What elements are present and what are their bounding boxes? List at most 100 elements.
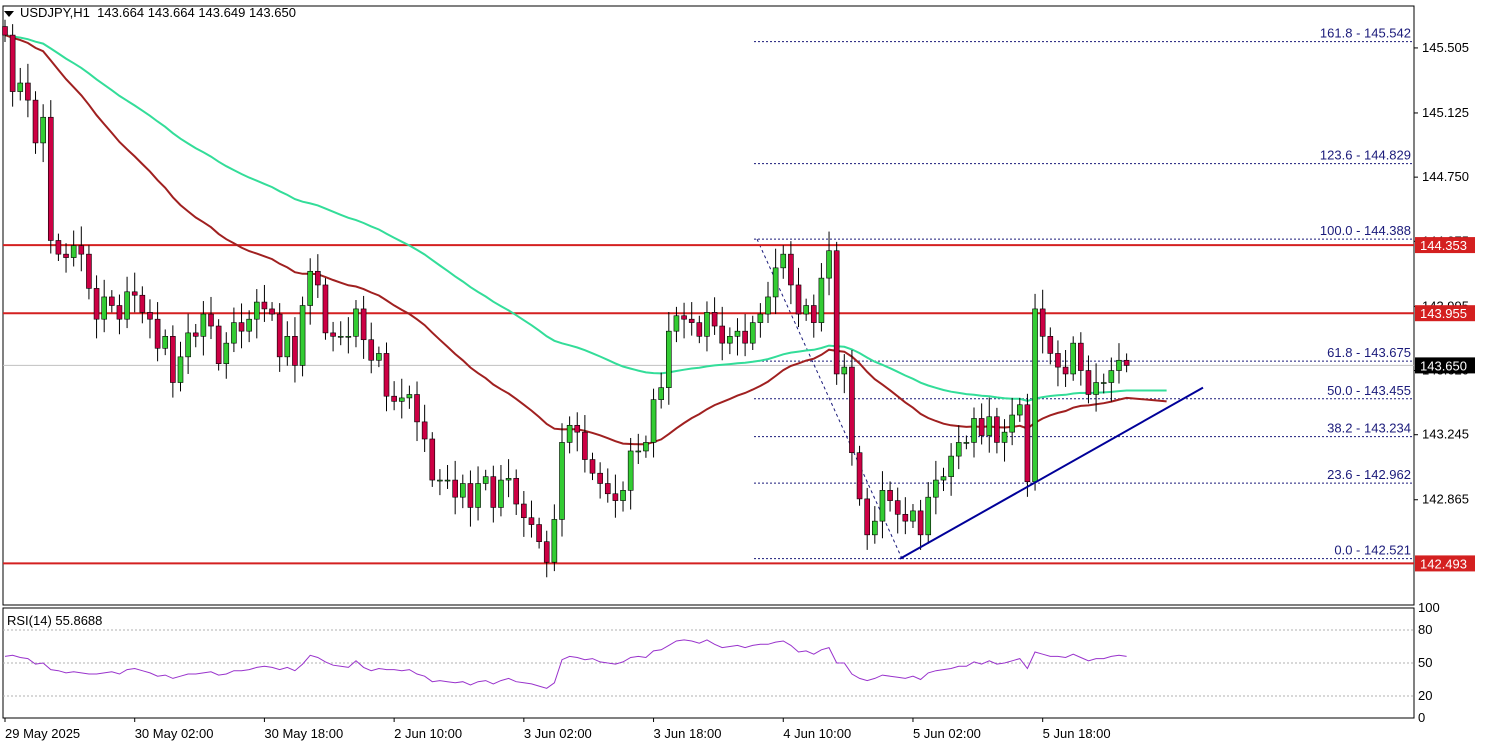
candle-body bbox=[536, 524, 542, 542]
candle-body bbox=[795, 284, 802, 315]
candle-body bbox=[566, 424, 573, 443]
candle-body bbox=[833, 250, 840, 375]
candle-body bbox=[170, 336, 176, 383]
candle-body bbox=[238, 322, 245, 332]
candle-body bbox=[253, 301, 260, 320]
candle-body bbox=[902, 513, 909, 522]
candle-body bbox=[711, 312, 718, 327]
candle-body bbox=[139, 294, 146, 313]
candle-body bbox=[627, 450, 634, 491]
candle-body bbox=[368, 339, 375, 361]
candle-body bbox=[963, 442, 970, 444]
time-tick-label: 29 May 2025 bbox=[5, 726, 80, 741]
candle-body bbox=[467, 483, 474, 508]
candle-body bbox=[597, 472, 603, 484]
candle-body bbox=[864, 498, 870, 536]
candle-body bbox=[772, 267, 779, 298]
fib-swing-line bbox=[756, 238, 903, 559]
candle-body bbox=[131, 291, 138, 296]
candle-body bbox=[551, 519, 558, 563]
candle-body bbox=[200, 313, 207, 337]
candle-body bbox=[276, 313, 283, 358]
candle-body bbox=[429, 438, 436, 481]
candle-body bbox=[307, 270, 314, 306]
level-price-box bbox=[1415, 237, 1475, 254]
candle-body bbox=[444, 479, 451, 482]
candle-body bbox=[9, 34, 16, 92]
candle-body bbox=[1062, 366, 1069, 375]
candle-body bbox=[63, 253, 69, 258]
candle-body bbox=[681, 315, 687, 320]
time-tick-label: 3 Jun 18:00 bbox=[654, 726, 722, 741]
candle-body bbox=[742, 330, 748, 344]
candle-body bbox=[383, 353, 390, 397]
candle-body bbox=[246, 318, 252, 332]
candle-body bbox=[841, 366, 848, 375]
candle-body bbox=[1085, 370, 1092, 395]
high-value: 143.664 bbox=[147, 5, 195, 20]
candle-body bbox=[872, 520, 878, 536]
low-value: 143.649 bbox=[198, 5, 246, 20]
level-price-box bbox=[1415, 305, 1475, 322]
candle-body bbox=[1024, 404, 1031, 483]
rsi-tick-label: 100 bbox=[1418, 600, 1440, 615]
price-tick-label: 145.505 bbox=[1422, 40, 1469, 55]
candle-body bbox=[635, 450, 642, 453]
candle-body bbox=[1001, 431, 1008, 443]
candle-body bbox=[292, 336, 298, 366]
candle-body bbox=[688, 318, 695, 323]
candle-body bbox=[269, 308, 275, 315]
fib-level-label: 161.8 - 145.542 bbox=[1320, 26, 1411, 41]
candle-body bbox=[459, 483, 466, 498]
current-price-label: 143.650 bbox=[1420, 358, 1467, 373]
candle-body bbox=[917, 510, 924, 536]
moving-average-fast-line bbox=[4, 34, 1167, 402]
candle-body bbox=[1016, 404, 1023, 416]
time-tick-label: 4 Jun 10:00 bbox=[783, 726, 851, 741]
candle-body bbox=[162, 336, 169, 349]
candle-body bbox=[490, 476, 497, 508]
rsi-tick-label: 0 bbox=[1418, 710, 1425, 725]
candle-body bbox=[414, 394, 420, 423]
candle-body bbox=[849, 366, 855, 453]
candle-body bbox=[788, 253, 794, 286]
candle-body bbox=[231, 322, 237, 344]
candle-body bbox=[1116, 359, 1122, 371]
candle-body bbox=[971, 418, 977, 443]
dropdown-arrow-icon[interactable] bbox=[4, 10, 14, 17]
candle-body bbox=[765, 296, 771, 315]
candle-body bbox=[780, 253, 787, 269]
candle-body bbox=[986, 416, 993, 436]
candle-body bbox=[337, 336, 344, 338]
candle-body bbox=[696, 322, 703, 337]
candle-body bbox=[2, 26, 8, 36]
fib-level-label: 61.8 - 143.675 bbox=[1327, 345, 1411, 360]
candle-body bbox=[475, 483, 481, 508]
candle-body bbox=[78, 245, 85, 255]
candle-body bbox=[879, 490, 886, 522]
candle-body bbox=[391, 395, 397, 402]
candle-body bbox=[322, 284, 329, 334]
candle-body bbox=[498, 479, 504, 508]
candle-body bbox=[86, 253, 92, 289]
symbol-header: USDJPY,H1 143.664 143.664 143.649 143.65… bbox=[4, 5, 296, 20]
candle-body bbox=[1100, 382, 1107, 384]
candle-body bbox=[1108, 370, 1115, 383]
main-plot-frame bbox=[2, 5, 1415, 606]
rsi-tick-label: 20 bbox=[1418, 688, 1432, 703]
candle-body bbox=[810, 305, 817, 323]
candle-body bbox=[55, 240, 62, 255]
candle-body bbox=[109, 296, 115, 306]
candle-body bbox=[330, 332, 336, 337]
time-tick-label: 5 Jun 02:00 bbox=[913, 726, 981, 741]
candle-body bbox=[1032, 308, 1038, 483]
candle-body bbox=[910, 510, 916, 522]
candle-body bbox=[925, 496, 932, 536]
rsi-header: RSI(14) 55.8688 bbox=[7, 613, 103, 628]
candle-body bbox=[994, 416, 1000, 443]
candle-body bbox=[1070, 342, 1076, 375]
candle-body bbox=[749, 322, 756, 344]
candle-body bbox=[528, 517, 535, 525]
